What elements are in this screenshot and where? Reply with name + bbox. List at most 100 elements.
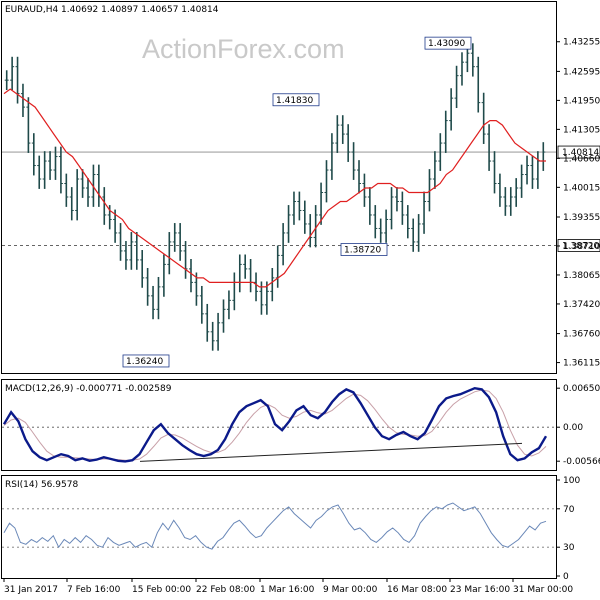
price-bar [69, 187, 74, 221]
price-bar [384, 209, 389, 243]
y-tick-label: 1.36760 [563, 330, 600, 340]
y-tick-label: 30 [563, 543, 575, 553]
price-bar [454, 65, 459, 109]
price-bar [319, 182, 324, 225]
price-bar [389, 187, 394, 230]
price-bar [172, 223, 177, 252]
price-bar [427, 169, 432, 212]
price-bar [151, 285, 156, 320]
price-bar [129, 232, 134, 270]
price-bar [302, 200, 307, 234]
price-bar [286, 205, 291, 243]
watermark-text: ActionForex.com [142, 34, 345, 64]
price-bar [107, 205, 112, 230]
reference-lines [2, 151, 556, 548]
price-annotation: 1.41830 [272, 93, 320, 107]
price-bar [449, 88, 454, 131]
y-tick-label: 1.41305 [563, 125, 600, 135]
y-tick-label: 1.38065 [563, 271, 600, 281]
price-bar [324, 160, 329, 203]
macd-lines [2, 386, 548, 463]
price-bar [178, 223, 183, 261]
price-bar [422, 191, 427, 234]
price-bar [362, 173, 367, 207]
price-bar [313, 205, 318, 248]
price-bar [96, 164, 101, 207]
price-bar [346, 124, 351, 162]
y-tick-label: 1.40015 [563, 183, 600, 193]
moving-average [3, 88, 546, 288]
price-bar [281, 223, 286, 266]
y-tick-label: 1.42595 [563, 67, 600, 77]
x-tick-label: 15 Feb 00:00 [132, 585, 191, 595]
rsi-panel-frame [1, 475, 557, 579]
rsi-line [3, 502, 547, 550]
price-bar [535, 151, 540, 189]
rsi-title: RSI(14) 56.9578 [5, 480, 78, 490]
price-bar [329, 133, 334, 180]
x-tick-label: 23 Mar 16:00 [450, 585, 510, 595]
y-tick-label: 1.39355 [563, 213, 600, 223]
y-tick-label: 70 [563, 505, 575, 515]
price-bar [438, 133, 443, 171]
price-bar [367, 187, 372, 225]
price-bar [470, 43, 475, 77]
price-annotation: 1.36240 [122, 354, 170, 368]
svg-text:1.40814: 1.40814 [562, 148, 599, 158]
price-bar [15, 56, 20, 104]
x-tick-label: 31 Jan 2017 [4, 585, 58, 595]
price-bar [291, 191, 296, 225]
price-annotation: 1.43090 [424, 36, 472, 50]
rsi-series-line [3, 502, 547, 550]
price-bar [378, 218, 383, 243]
price-bar [400, 191, 405, 225]
price-bar [210, 321, 215, 351]
price-bar [443, 110, 448, 153]
price-bar [497, 173, 502, 207]
price-bar [4, 70, 9, 91]
price-bar [432, 151, 437, 189]
price-bar [188, 259, 193, 293]
svg-text:1.41830: 1.41830 [276, 96, 313, 106]
price-bar [10, 56, 15, 91]
price-bar [243, 254, 248, 279]
price-bar [31, 133, 36, 176]
price-bar [86, 178, 91, 207]
price-bar [357, 160, 362, 194]
price-bar [481, 92, 486, 144]
price-bar [102, 187, 107, 225]
price-bar [20, 83, 25, 118]
price-bar [156, 276, 161, 320]
price-bar [508, 187, 513, 216]
svg-text:1.38720: 1.38720 [562, 242, 599, 252]
price-bar [232, 272, 237, 311]
price-bar [113, 209, 118, 243]
price-bar [118, 223, 123, 261]
price-bar [26, 97, 31, 153]
y-tick-label: 1.43255 [563, 38, 600, 48]
price-bar [519, 164, 524, 198]
y-tick-label: 1.40660 [563, 154, 600, 164]
price-bar [351, 142, 356, 180]
price-bar [405, 205, 410, 239]
price-bar [42, 151, 47, 189]
price-bar [514, 178, 519, 207]
price-chart-title: EURAUD,H4 1.40692 1.40897 1.40657 1.4081… [5, 5, 219, 15]
price-bar [394, 187, 399, 212]
price-bar [64, 173, 69, 207]
price-bar [199, 285, 204, 324]
price-bar [476, 56, 481, 113]
price-bar [226, 290, 231, 320]
price-bar [416, 214, 421, 252]
y-tick-label: 100 [563, 476, 580, 486]
price-bar [205, 303, 210, 342]
price-bar [248, 259, 253, 293]
price-bar [48, 151, 53, 180]
price-bar [140, 250, 145, 288]
macd-main-line [2, 386, 548, 463]
price-bar [459, 52, 464, 86]
y-tick-label: 0 [563, 572, 569, 582]
price-bar [237, 254, 242, 293]
price-bar [53, 146, 58, 180]
